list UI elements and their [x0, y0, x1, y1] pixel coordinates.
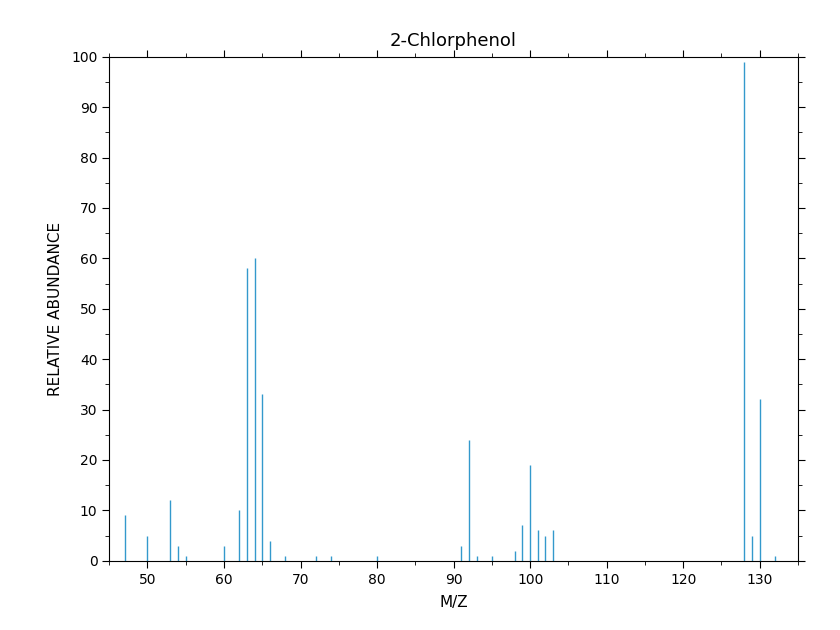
- Y-axis label: RELATIVE ABUNDANCE: RELATIVE ABUNDANCE: [48, 222, 63, 396]
- Title: 2-Chlorphenol: 2-Chlorphenol: [390, 32, 517, 50]
- X-axis label: M/Z: M/Z: [439, 595, 468, 610]
